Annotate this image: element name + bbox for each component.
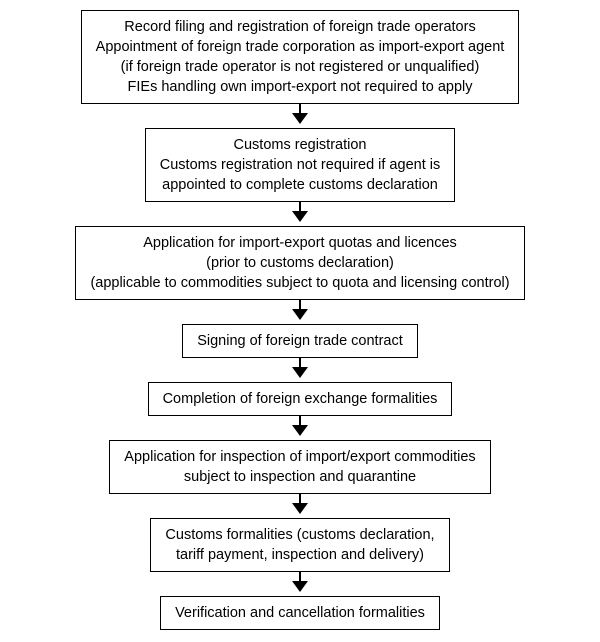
flow-node-5: Completion of foreign exchange formaliti… xyxy=(148,382,453,416)
arrow-down-icon xyxy=(292,572,308,596)
flow-node-3-line-3: (applicable to commodities subject to qu… xyxy=(90,273,509,293)
flow-node-3: Application for import-export quotas and… xyxy=(75,226,524,300)
flow-node-8: Verification and cancellation formalitie… xyxy=(160,596,440,630)
flow-node-8-line-1: Verification and cancellation formalitie… xyxy=(175,603,425,623)
arrow-down-icon xyxy=(292,300,308,324)
arrow-down-icon xyxy=(292,416,308,440)
flow-node-1-line-3: (if foreign trade operator is not regist… xyxy=(96,57,505,77)
flow-node-7-line-2: tariff payment, inspection and delivery) xyxy=(165,545,434,565)
flow-node-2-line-2: Customs registration not required if age… xyxy=(160,155,440,175)
flow-node-2: Customs registration Customs registratio… xyxy=(145,128,455,202)
flow-node-6-line-2: subject to inspection and quarantine xyxy=(124,467,475,487)
flow-node-3-line-2: (prior to customs declaration) xyxy=(90,253,509,273)
flow-node-4-line-1: Signing of foreign trade contract xyxy=(197,331,403,351)
flow-node-1-line-1: Record filing and registration of foreig… xyxy=(96,17,505,37)
flow-node-1-line-2: Appointment of foreign trade corporation… xyxy=(96,37,505,57)
flow-node-2-line-3: appointed to complete customs declaratio… xyxy=(160,175,440,195)
arrow-down-icon xyxy=(292,104,308,128)
arrow-down-icon xyxy=(292,494,308,518)
flow-node-3-line-1: Application for import-export quotas and… xyxy=(90,233,509,253)
flow-node-7: Customs formalities (customs declaration… xyxy=(150,518,449,572)
flow-node-6-line-1: Application for inspection of import/exp… xyxy=(124,447,475,467)
flow-node-4: Signing of foreign trade contract xyxy=(182,324,418,358)
flow-node-7-line-1: Customs formalities (customs declaration… xyxy=(165,525,434,545)
flow-node-5-line-1: Completion of foreign exchange formaliti… xyxy=(163,389,438,409)
flow-node-2-line-1: Customs registration xyxy=(160,135,440,155)
flow-node-1-line-4: FIEs handling own import-export not requ… xyxy=(96,77,505,97)
flow-node-1: Record filing and registration of foreig… xyxy=(81,10,520,104)
arrow-down-icon xyxy=(292,358,308,382)
arrow-down-icon xyxy=(292,202,308,226)
flow-node-6: Application for inspection of import/exp… xyxy=(109,440,490,494)
